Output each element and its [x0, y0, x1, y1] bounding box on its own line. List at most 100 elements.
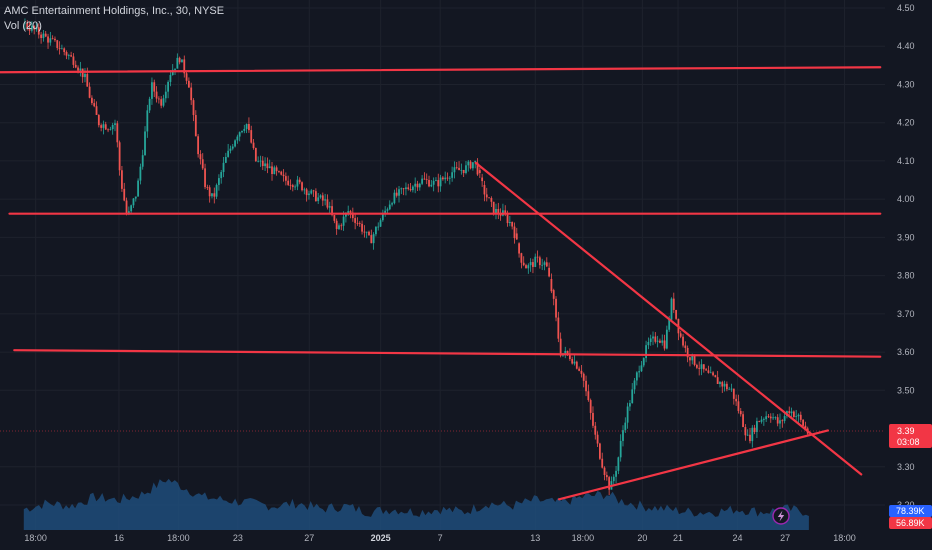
candle-body [451, 172, 454, 178]
candle-body [448, 177, 451, 179]
symbol-title[interactable]: AMC Entertainment Holdings, Inc., 30, NY… [4, 5, 225, 17]
candle-body [151, 82, 153, 99]
x-axis[interactable]: 18:00 16 18:00 23 27 2025 7 13 18:00 20 21 24 27 18:0… [24, 533, 855, 543]
candle-body [481, 177, 484, 182]
y-tick-label: 4.50 [897, 3, 915, 13]
candle-body [167, 81, 170, 92]
candle-body [716, 377, 719, 385]
y-tick-label: 4.10 [897, 156, 915, 166]
candle-body [497, 208, 500, 214]
candle-body [49, 38, 52, 43]
candle-body [599, 443, 601, 459]
candle-body [363, 231, 366, 233]
x-tick-label: 13 [530, 533, 540, 543]
candle-body [187, 80, 190, 88]
candle-body [737, 401, 740, 411]
candle-body [328, 206, 331, 208]
candle-body [338, 225, 340, 229]
candle-body [536, 256, 539, 258]
candle-body [118, 142, 121, 171]
candle-body [181, 59, 183, 63]
candle-body [490, 198, 493, 202]
volume-indicator-label[interactable]: Vol (20) [4, 20, 42, 32]
candle-body [215, 184, 218, 197]
candle-body [483, 184, 486, 195]
candle-body [137, 180, 139, 197]
candle-body [626, 406, 629, 423]
candle-body [571, 359, 574, 364]
volume-area [23, 478, 809, 530]
candle-body [132, 198, 135, 206]
candle-body [712, 372, 714, 376]
candle-body [88, 86, 91, 98]
candle-body [259, 160, 262, 162]
candle-body [418, 183, 421, 188]
x-tick-label: 16 [114, 533, 124, 543]
x-tick-label: 18:00 [24, 533, 47, 543]
candle-body [349, 211, 352, 213]
candle-body [564, 350, 567, 354]
candle-body [686, 347, 689, 358]
candle-body [204, 168, 206, 188]
candle-body [97, 114, 100, 126]
candle-body [615, 470, 617, 477]
candle-body [176, 57, 179, 69]
candle-body [700, 364, 703, 369]
candle-body [691, 354, 694, 361]
candle-body [102, 124, 105, 128]
candle-body [178, 57, 181, 63]
candle-body [35, 27, 38, 30]
candle-body [665, 329, 668, 349]
candle-body [654, 336, 657, 342]
candle-body [409, 189, 412, 191]
candle-body [525, 265, 527, 269]
candle-body [331, 206, 333, 216]
candle-body [430, 184, 433, 187]
trendlines[interactable] [0, 66, 882, 501]
candle-body [695, 364, 698, 368]
candle-body [391, 203, 393, 205]
lightning-icon[interactable] [772, 507, 790, 525]
candle-body [127, 211, 130, 214]
candle-body [245, 123, 248, 129]
candle-body [774, 417, 777, 419]
candle-body [375, 226, 377, 235]
candle-body [753, 427, 756, 432]
candle-body [709, 372, 712, 374]
candle-body [107, 129, 109, 131]
candle-body [472, 162, 474, 169]
candle-body [333, 215, 336, 221]
candle-body [93, 103, 96, 107]
candle-body [314, 191, 317, 202]
candle-body [254, 148, 257, 162]
candle-body [675, 309, 677, 319]
candle-body [705, 369, 708, 371]
candle-body [74, 64, 77, 68]
candle-body [194, 115, 197, 137]
candle-body [781, 420, 784, 422]
candle-body [776, 417, 779, 424]
candle-body [799, 414, 802, 420]
candle-body [33, 26, 36, 30]
candle-body [543, 262, 546, 265]
candle-body [67, 55, 70, 57]
candle-body [467, 161, 470, 166]
candle-body [478, 170, 481, 173]
candle-body [160, 99, 163, 106]
candle-body [261, 160, 264, 167]
candle-body [199, 154, 202, 160]
candle-body [340, 225, 343, 227]
candle-body [248, 123, 250, 131]
y-tick-label: 4.00 [897, 194, 915, 204]
candle-body [790, 411, 793, 414]
candle-body [432, 180, 435, 185]
candle-body [26, 22, 29, 29]
candle-body [756, 421, 758, 432]
candle-body [411, 186, 414, 191]
candle-body [698, 367, 701, 369]
candle-body [211, 193, 213, 197]
candle-body [460, 169, 463, 171]
candle-body [511, 221, 514, 227]
